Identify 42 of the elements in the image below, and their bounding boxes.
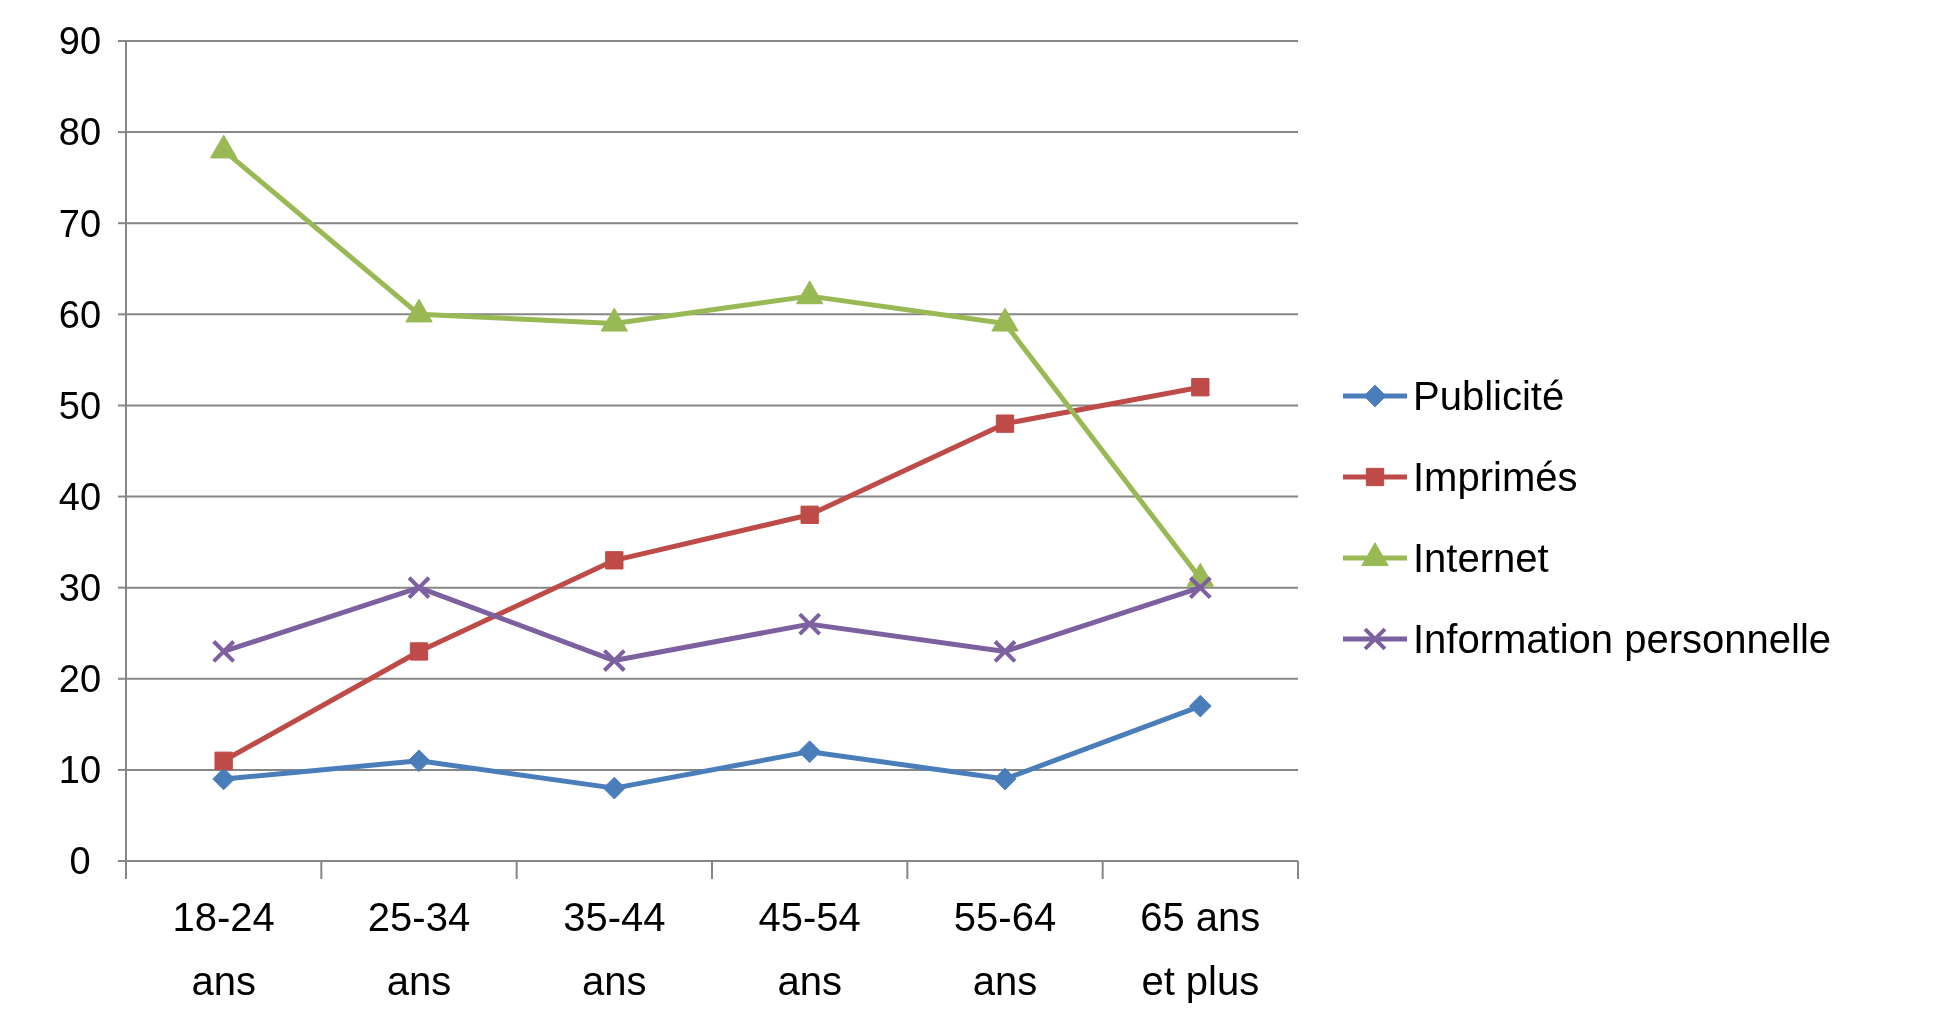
legend-label: Information personnelle (1413, 617, 1832, 661)
point (405, 298, 433, 323)
point (797, 612, 822, 637)
point (211, 639, 236, 664)
point (212, 767, 236, 791)
legend-label: Imprimés (1413, 455, 1578, 499)
point (605, 551, 624, 570)
point (409, 642, 429, 661)
point (407, 749, 431, 773)
point (995, 414, 1015, 433)
y-tick-label: 40 (58, 475, 102, 518)
point (1188, 575, 1213, 600)
point (1188, 694, 1212, 718)
point (993, 639, 1017, 664)
y-tick-label: 50 (58, 384, 102, 427)
y-tick-label: 60 (58, 293, 102, 336)
legend-label: Internet (1413, 536, 1549, 580)
point (800, 505, 819, 524)
point (798, 740, 822, 764)
point (993, 767, 1017, 791)
y-tick-label: 90 (58, 20, 102, 63)
y-tick-label: 80 (58, 111, 102, 154)
y-tick-label: 10 (58, 749, 102, 792)
y-tick-label: 30 (58, 566, 102, 609)
y-tick-label: 20 (58, 658, 102, 701)
y-tick-label: 0 (69, 840, 91, 883)
x-tick-label: 25-34 ans (367, 895, 471, 1003)
point (602, 648, 627, 673)
x-tick-label: 65 ans et plus (1140, 895, 1261, 1003)
x-tick-label: 45-54 ans (758, 895, 861, 1003)
point (602, 776, 626, 800)
legend-label: Publicité (1413, 374, 1565, 418)
point (600, 307, 628, 332)
x-tick-label: 35-44 ans (563, 895, 666, 1003)
point (796, 280, 824, 305)
point (407, 575, 431, 600)
x-tick-label: 55-64 ans (953, 895, 1057, 1003)
point (210, 134, 238, 159)
x-tick-label: 18-24 ans (172, 895, 275, 1003)
y-tick-label: 70 (58, 202, 102, 245)
point (991, 307, 1019, 332)
point (214, 751, 233, 770)
